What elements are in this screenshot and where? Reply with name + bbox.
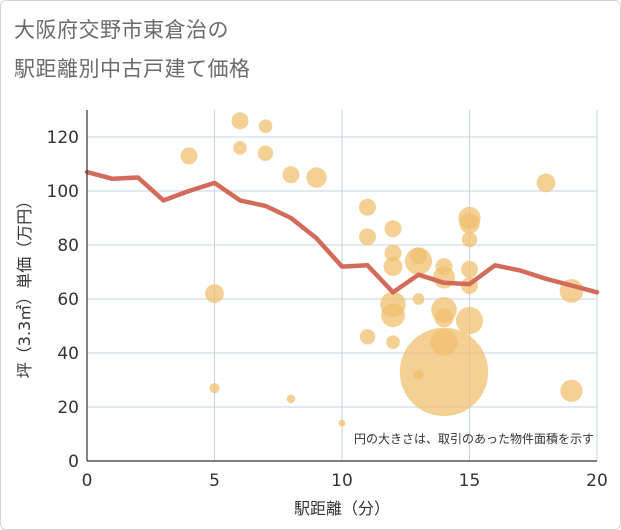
grid-lines — [86, 110, 598, 462]
data-point — [209, 383, 220, 394]
y-tick-label: 100 — [47, 182, 79, 202]
data-point — [233, 141, 247, 155]
data-point — [338, 419, 346, 427]
x-tick-label: 15 — [459, 471, 481, 491]
data-point — [461, 231, 478, 248]
chart-title-line2: 駅距離別中古戸建て価格 — [14, 57, 251, 81]
data-point — [404, 247, 433, 275]
average-line-group — [84, 169, 600, 295]
y-tick-label: 80 — [57, 236, 79, 256]
data-point — [384, 220, 402, 238]
data-point — [282, 166, 300, 184]
data-point — [461, 260, 478, 278]
data-point — [381, 303, 405, 328]
data-point — [412, 293, 425, 305]
x-tick-label: 0 — [82, 471, 93, 491]
y-tick-label: 40 — [57, 344, 79, 364]
data-point — [384, 244, 402, 262]
data-point — [258, 119, 273, 133]
y-tick-label: 20 — [57, 398, 79, 418]
data-point — [257, 145, 274, 161]
y-tick-label: 120 — [47, 128, 79, 148]
chart-title-line1: 大阪府交野市東倉治の — [14, 18, 229, 42]
data-point — [359, 228, 376, 246]
y-tick-label: 60 — [57, 290, 79, 310]
size-note: 円の大きさは、取引のあった物件面積を示す — [354, 431, 594, 446]
bubbles — [180, 112, 584, 427]
data-point — [386, 335, 400, 350]
x-tick-label: 20 — [586, 471, 608, 491]
data-point — [286, 394, 296, 404]
data-point — [560, 379, 583, 402]
data-point — [455, 307, 484, 335]
data-point — [180, 147, 198, 165]
data-point — [359, 198, 376, 216]
data-point — [434, 308, 454, 328]
data-point — [205, 284, 224, 303]
data-point — [459, 213, 480, 234]
axes — [86, 110, 597, 462]
data-point — [231, 112, 249, 130]
y-axis-label: 坪（3.3㎡）単価（万円） — [15, 193, 34, 378]
data-point — [359, 329, 376, 345]
x-tick-label: 5 — [209, 471, 220, 491]
x-axis-label: 駅距離（分） — [294, 499, 390, 518]
tick-labels: 0 5 10 15 20 0 20 40 60 80 100 120 — [47, 128, 608, 491]
data-point — [306, 167, 327, 188]
data-point — [536, 173, 556, 193]
data-point — [383, 257, 403, 276]
x-tick-label: 10 — [331, 471, 353, 491]
average-line — [84, 169, 600, 295]
data-point — [399, 327, 489, 417]
y-tick-label: 0 — [68, 452, 79, 472]
